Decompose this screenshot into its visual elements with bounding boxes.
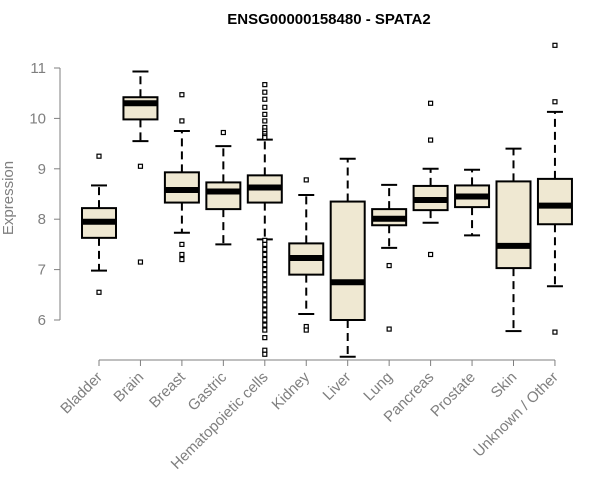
x-tick-label: Brain — [110, 369, 147, 406]
outlier-point — [262, 267, 268, 273]
outlier-point — [386, 262, 392, 269]
outlier-point — [262, 322, 268, 328]
outlier-point — [262, 287, 268, 293]
box-lung — [371, 183, 408, 332]
outlier-point — [262, 277, 268, 283]
outlier-point — [262, 246, 268, 253]
outlier-point — [303, 177, 309, 183]
outlier-point — [262, 82, 268, 88]
y-tick-label: 9 — [38, 161, 46, 178]
iqr-box — [329, 200, 366, 321]
outlier-point — [179, 251, 185, 258]
outlier-point — [220, 129, 226, 136]
outlier-point — [262, 327, 268, 333]
outlier-point — [428, 251, 434, 258]
outlier-point — [262, 237, 268, 243]
outlier-point — [262, 307, 268, 313]
outlier-point — [428, 137, 434, 143]
outlier-point — [303, 327, 309, 333]
outlier-point — [552, 329, 558, 335]
outlier-point — [179, 92, 185, 98]
outlier-point — [137, 163, 144, 169]
box-prostate — [454, 168, 491, 237]
outlier-point — [552, 42, 558, 48]
outlier-point — [96, 153, 102, 159]
outlier-point — [137, 259, 144, 265]
box-hematopoietic-cells — [246, 82, 283, 357]
outlier-point — [262, 256, 268, 263]
y-tick-label: 8 — [38, 211, 46, 228]
outlier-point — [262, 335, 268, 341]
outlier-point — [179, 241, 185, 247]
iqr-box — [205, 181, 242, 211]
outlier-point — [428, 100, 434, 106]
box-pancreas — [412, 100, 449, 258]
x-tick-label: Lung — [360, 369, 396, 405]
outlier-point — [179, 256, 185, 263]
box-skin — [495, 147, 532, 333]
chart-title: ENSG00000158480 - SPATA2 — [227, 11, 430, 28]
outlier-point — [262, 251, 268, 258]
outlier-point — [262, 111, 268, 117]
outlier-point — [262, 297, 268, 303]
box-bladder — [81, 153, 117, 295]
x-tick-label: Skin — [488, 369, 521, 402]
outlier-point — [262, 261, 268, 268]
box-brain — [122, 70, 159, 265]
outlier-point — [262, 312, 268, 318]
outlier-point — [262, 241, 268, 247]
y-tick-label: 6 — [38, 312, 46, 329]
outlier-point — [262, 104, 268, 110]
x-tick-label: Kidney — [269, 368, 314, 413]
outlier-point — [262, 96, 268, 102]
outlier-point — [552, 99, 558, 105]
y-axis: 6 7 8 9 10 11 — [29, 60, 61, 329]
box-liver — [329, 157, 366, 358]
outlier-point — [262, 317, 268, 323]
outlier-point — [262, 351, 268, 357]
outlier-point — [262, 89, 268, 95]
outlier-point — [179, 118, 185, 124]
outlier-point — [262, 282, 268, 288]
outlier-point — [262, 302, 268, 308]
x-tick-label: Bladder — [57, 369, 106, 418]
outlier-point — [386, 326, 392, 332]
iqr-box — [536, 177, 573, 226]
box-breast — [163, 92, 200, 263]
outlier-point — [262, 292, 268, 298]
outlier-point — [262, 118, 268, 124]
iqr-box — [495, 180, 532, 270]
x-tick-label: Prostate — [427, 369, 479, 421]
outlier-point — [262, 134, 268, 141]
outlier-point — [262, 347, 268, 353]
boxes-group — [81, 42, 573, 358]
box-unknown-other — [536, 42, 573, 335]
y-tick-label: 11 — [30, 60, 46, 77]
outlier-point — [96, 289, 102, 295]
box-gastric — [205, 129, 242, 246]
y-tick-label: 7 — [38, 262, 46, 279]
y-axis-label: Expression — [0, 161, 17, 235]
x-tick-label: Breast — [146, 368, 189, 411]
x-tick-label: Liver — [320, 369, 355, 404]
box-kidney — [288, 177, 325, 333]
outlier-point — [262, 272, 268, 278]
y-tick-label: 10 — [29, 110, 46, 127]
